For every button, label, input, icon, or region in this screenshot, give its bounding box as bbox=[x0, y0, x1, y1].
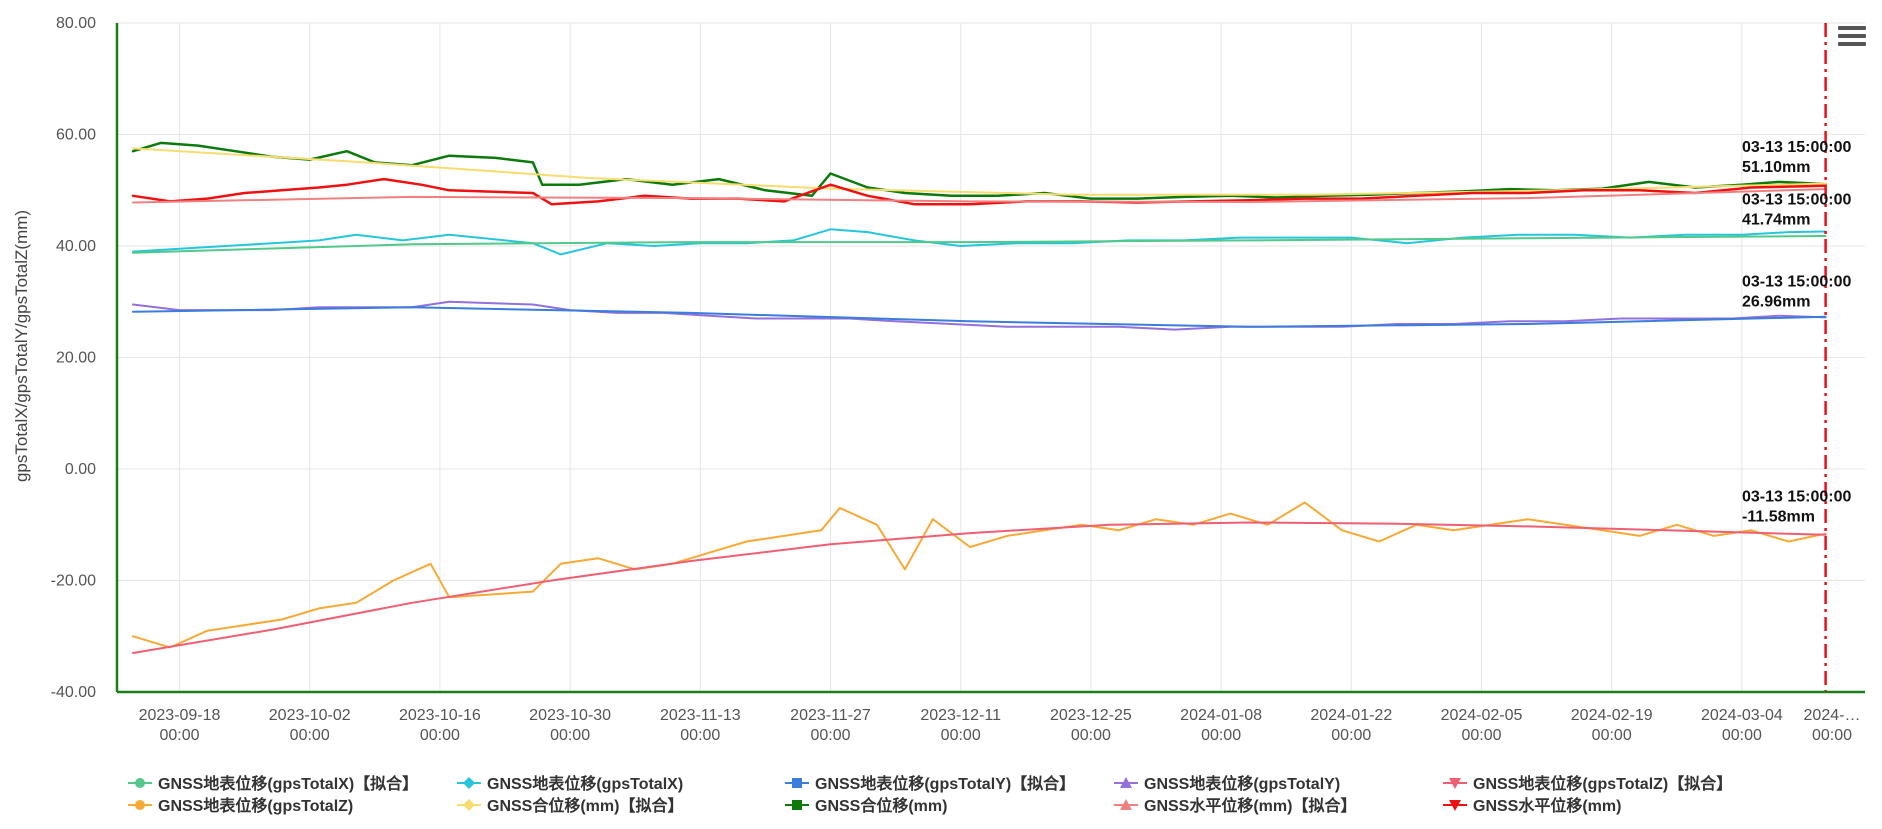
legend[interactable]: GNSS地表位移(gpsTotalX)【拟合】 GNSS地表位移(gpsTotal… bbox=[128, 774, 1732, 815]
legend-label: GNSS地表位移(gpsTotalX) bbox=[487, 774, 683, 793]
y-tick-label: 40.00 bbox=[56, 238, 96, 255]
legend-label: GNSS地表位移(gpsTotalY) bbox=[1144, 774, 1340, 793]
legend-marker bbox=[1120, 777, 1132, 788]
legend-marker bbox=[792, 800, 802, 810]
x-tick-label: 2024-02-05 bbox=[1441, 707, 1523, 724]
x-tick-sublabel: 00:00 bbox=[420, 727, 460, 744]
annotations: 03-13 15:00:00 51.10mm 03-13 15:00:00 41.74… bbox=[1742, 139, 1852, 525]
y-tick-label: 60.00 bbox=[56, 127, 96, 144]
x-tick-label: 2024-01-08 bbox=[1180, 707, 1262, 724]
x-tick-label: 2023-09-18 bbox=[139, 707, 221, 724]
legend-item[interactable]: GNSS地表位移(gpsTotalY) bbox=[1114, 774, 1340, 793]
x-tick-sublabel: 00:00 bbox=[1592, 727, 1632, 744]
legend-marker bbox=[1449, 778, 1461, 789]
series-line-6 bbox=[132, 300, 1827, 331]
legend-label: GNSS地表位移(gpsTotalX)【拟合】 bbox=[158, 774, 418, 793]
y-axis-title: gpsTotalX/gpsTotalY/gpsTotalZ(mm) bbox=[12, 210, 31, 482]
x-tick-label: 2024-02-19 bbox=[1571, 707, 1653, 724]
annotation-value: -11.58mm bbox=[1742, 509, 1815, 526]
x-tick-sublabel: 00:00 bbox=[1461, 727, 1501, 744]
legend-item[interactable]: GNSS地表位移(gpsTotalX)【拟合】 bbox=[128, 774, 418, 793]
y-tick-label: 0.00 bbox=[65, 461, 96, 478]
grid bbox=[117, 22, 1865, 693]
x-tick-label: 2023-12-11 bbox=[920, 707, 1001, 724]
axes: 80.00 60.00 40.00 20.00 0.00 -20.00 -40.00 2023… bbox=[51, 15, 1865, 744]
annotation-time: 03-13 15:00:00 bbox=[1742, 191, 1852, 208]
x-tick-label: 2024-03-04 bbox=[1701, 707, 1783, 724]
series-line-1 bbox=[132, 147, 1827, 196]
legend-label: GNSS水平位移(mm)【拟合】 bbox=[1144, 796, 1356, 815]
y-tick-label: 80.00 bbox=[56, 15, 96, 32]
annotation-value: 41.74mm bbox=[1742, 211, 1811, 228]
series-layer bbox=[131, 141, 1827, 654]
legend-label: GNSS地表位移(gpsTotalZ)【拟合】 bbox=[1473, 774, 1732, 793]
series-line-9 bbox=[132, 521, 1827, 654]
y-tick-label: -20.00 bbox=[51, 573, 96, 590]
series-line-5 bbox=[132, 235, 1827, 254]
legend-item[interactable]: GNSS地表位移(gpsTotalX) bbox=[457, 774, 683, 793]
x-tick-sublabel: 00:00 bbox=[1201, 727, 1241, 744]
series-line-8 bbox=[132, 501, 1827, 649]
x-tick-sublabel: 00:00 bbox=[290, 727, 330, 744]
annotation-time: 03-13 15:00:00 bbox=[1742, 489, 1852, 506]
legend-item[interactable]: GNSS地表位移(gpsTotalZ)【拟合】 bbox=[1443, 774, 1732, 793]
series-line-3 bbox=[132, 188, 1827, 204]
x-tick-sublabel: 00:00 bbox=[941, 727, 981, 744]
legend-label: GNSS水平位移(mm) bbox=[1473, 796, 1621, 815]
legend-marker bbox=[463, 777, 475, 789]
annotation-time: 03-13 15:00:00 bbox=[1742, 274, 1852, 291]
series-line-4 bbox=[132, 228, 1827, 256]
annotation-time: 03-13 15:00:00 bbox=[1742, 139, 1852, 156]
legend-label: GNSS合位移(mm)【拟合】 bbox=[487, 796, 683, 815]
legend-marker bbox=[1449, 800, 1461, 811]
x-tick-sublabel: 00:00 bbox=[159, 727, 199, 744]
x-tick-sublabel: 00:00 bbox=[550, 727, 590, 744]
x-tick-label: 2023-10-30 bbox=[529, 707, 611, 724]
legend-item[interactable]: GNSS合位移(mm) bbox=[785, 796, 947, 815]
x-tick-label: 2023-11-27 bbox=[790, 707, 871, 724]
legend-label: GNSS合位移(mm) bbox=[815, 796, 947, 815]
legend-item[interactable]: GNSS水平位移(mm) bbox=[1443, 796, 1621, 815]
x-tick-label: 2023-12-25 bbox=[1050, 707, 1132, 724]
legend-label: GNSS地表位移(gpsTotalY)【拟合】 bbox=[815, 774, 1075, 793]
legend-item[interactable]: GNSS合位移(mm)【拟合】 bbox=[457, 796, 683, 815]
x-tick-sublabel: 00:00 bbox=[1722, 727, 1762, 744]
y-tick-label: 20.00 bbox=[56, 350, 96, 367]
x-tick-label: 2023-10-16 bbox=[399, 707, 481, 724]
legend-label: GNSS地表位移(gpsTotalZ) bbox=[158, 796, 353, 815]
annotation-value: 26.96mm bbox=[1742, 294, 1811, 311]
x-tick-sublabel: 00:00 bbox=[1071, 727, 1111, 744]
series-line-2 bbox=[131, 177, 1827, 206]
legend-marker bbox=[135, 800, 145, 810]
legend-marker bbox=[135, 778, 145, 788]
legend-marker bbox=[463, 799, 475, 811]
legend-item[interactable]: GNSS水平位移(mm)【拟合】 bbox=[1114, 796, 1356, 815]
series-line-7 bbox=[132, 306, 1827, 328]
x-tick-label: 2024-01-22 bbox=[1310, 707, 1392, 724]
x-tick-sublabel: 00:00 bbox=[810, 727, 850, 744]
legend-marker bbox=[792, 778, 802, 788]
menu-icon[interactable] bbox=[1838, 26, 1866, 52]
x-tick-label: 2023-10-02 bbox=[269, 707, 351, 724]
legend-item[interactable]: GNSS地表位移(gpsTotalY)【拟合】 bbox=[785, 774, 1075, 793]
y-tick-label: -40.00 bbox=[51, 684, 96, 701]
x-tick-label: 2024-… bbox=[1804, 707, 1861, 724]
legend-marker bbox=[1120, 799, 1132, 810]
x-tick-sublabel: 00:00 bbox=[1331, 727, 1371, 744]
x-tick-label: 2023-11-13 bbox=[660, 707, 741, 724]
annotation-value: 51.10mm bbox=[1742, 159, 1811, 176]
legend-item[interactable]: GNSS地表位移(gpsTotalZ) bbox=[128, 796, 353, 815]
x-tick-sublabel: 00:00 bbox=[680, 727, 720, 744]
x-tick-sublabel: 00:00 bbox=[1812, 727, 1852, 744]
